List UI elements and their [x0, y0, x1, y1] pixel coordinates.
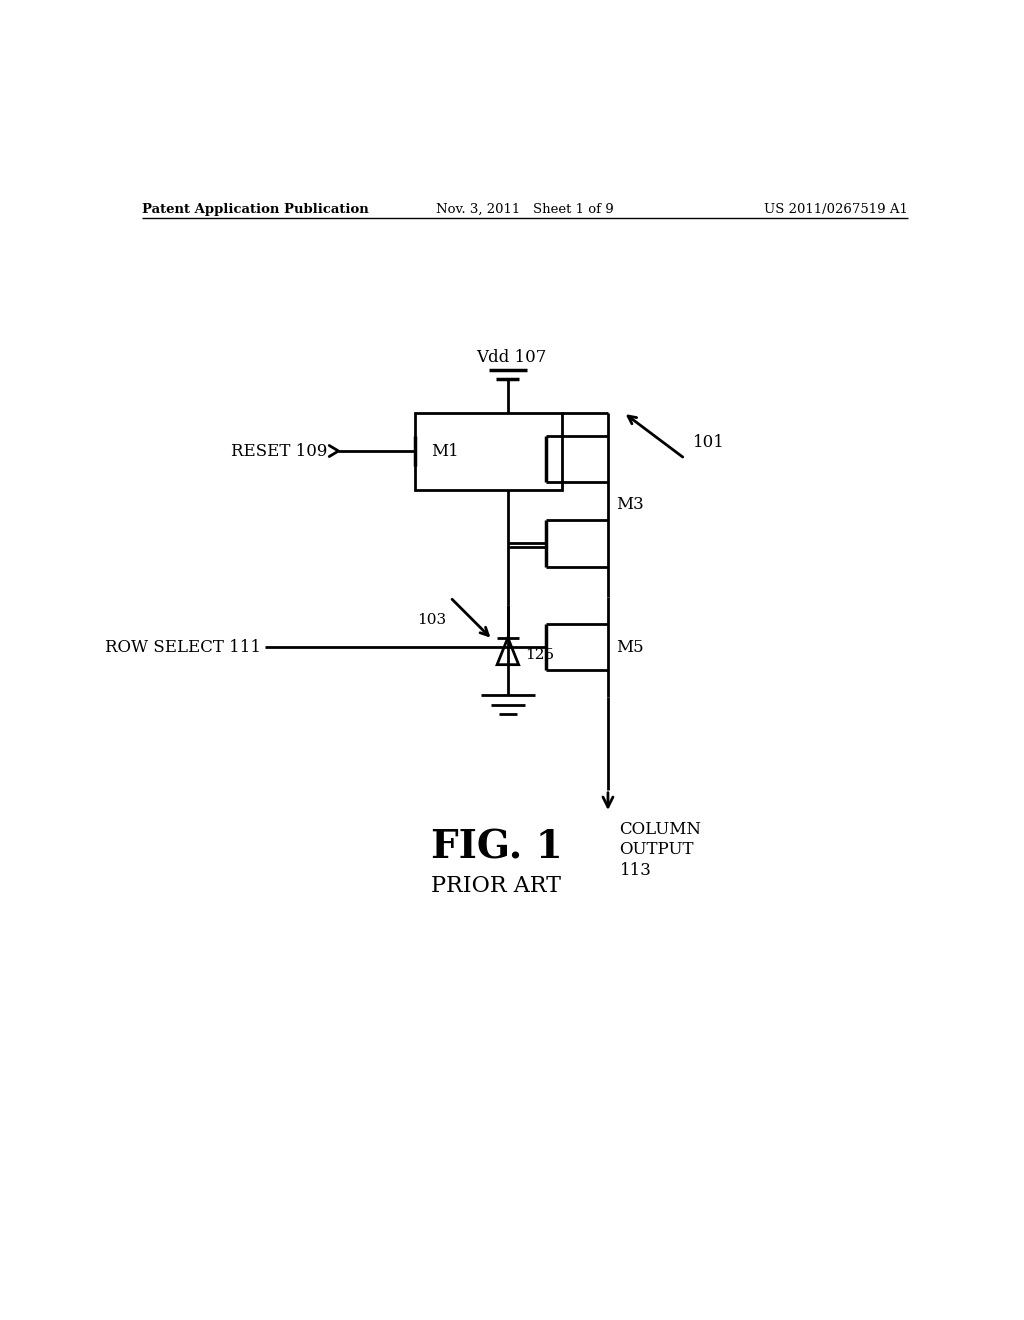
- Text: ROW SELECT 111: ROW SELECT 111: [105, 639, 261, 656]
- Text: M3: M3: [615, 496, 643, 513]
- Text: FIG. 1: FIG. 1: [431, 829, 562, 866]
- Bar: [416, 412, 562, 490]
- Text: Vdd 107: Vdd 107: [476, 350, 547, 367]
- Text: Nov. 3, 2011   Sheet 1 of 9: Nov. 3, 2011 Sheet 1 of 9: [436, 203, 613, 216]
- Text: US 2011/0267519 A1: US 2011/0267519 A1: [764, 203, 908, 216]
- Text: 125: 125: [524, 648, 554, 663]
- Text: PRIOR ART: PRIOR ART: [431, 874, 561, 896]
- Text: M1: M1: [431, 442, 459, 459]
- Text: COLUMN
OUTPUT
113: COLUMN OUTPUT 113: [620, 821, 701, 879]
- Text: Patent Application Publication: Patent Application Publication: [142, 203, 369, 216]
- Text: RESET 109: RESET 109: [230, 442, 327, 459]
- Text: M5: M5: [615, 639, 643, 656]
- Text: 101: 101: [692, 434, 725, 451]
- Text: 103: 103: [417, 612, 446, 627]
